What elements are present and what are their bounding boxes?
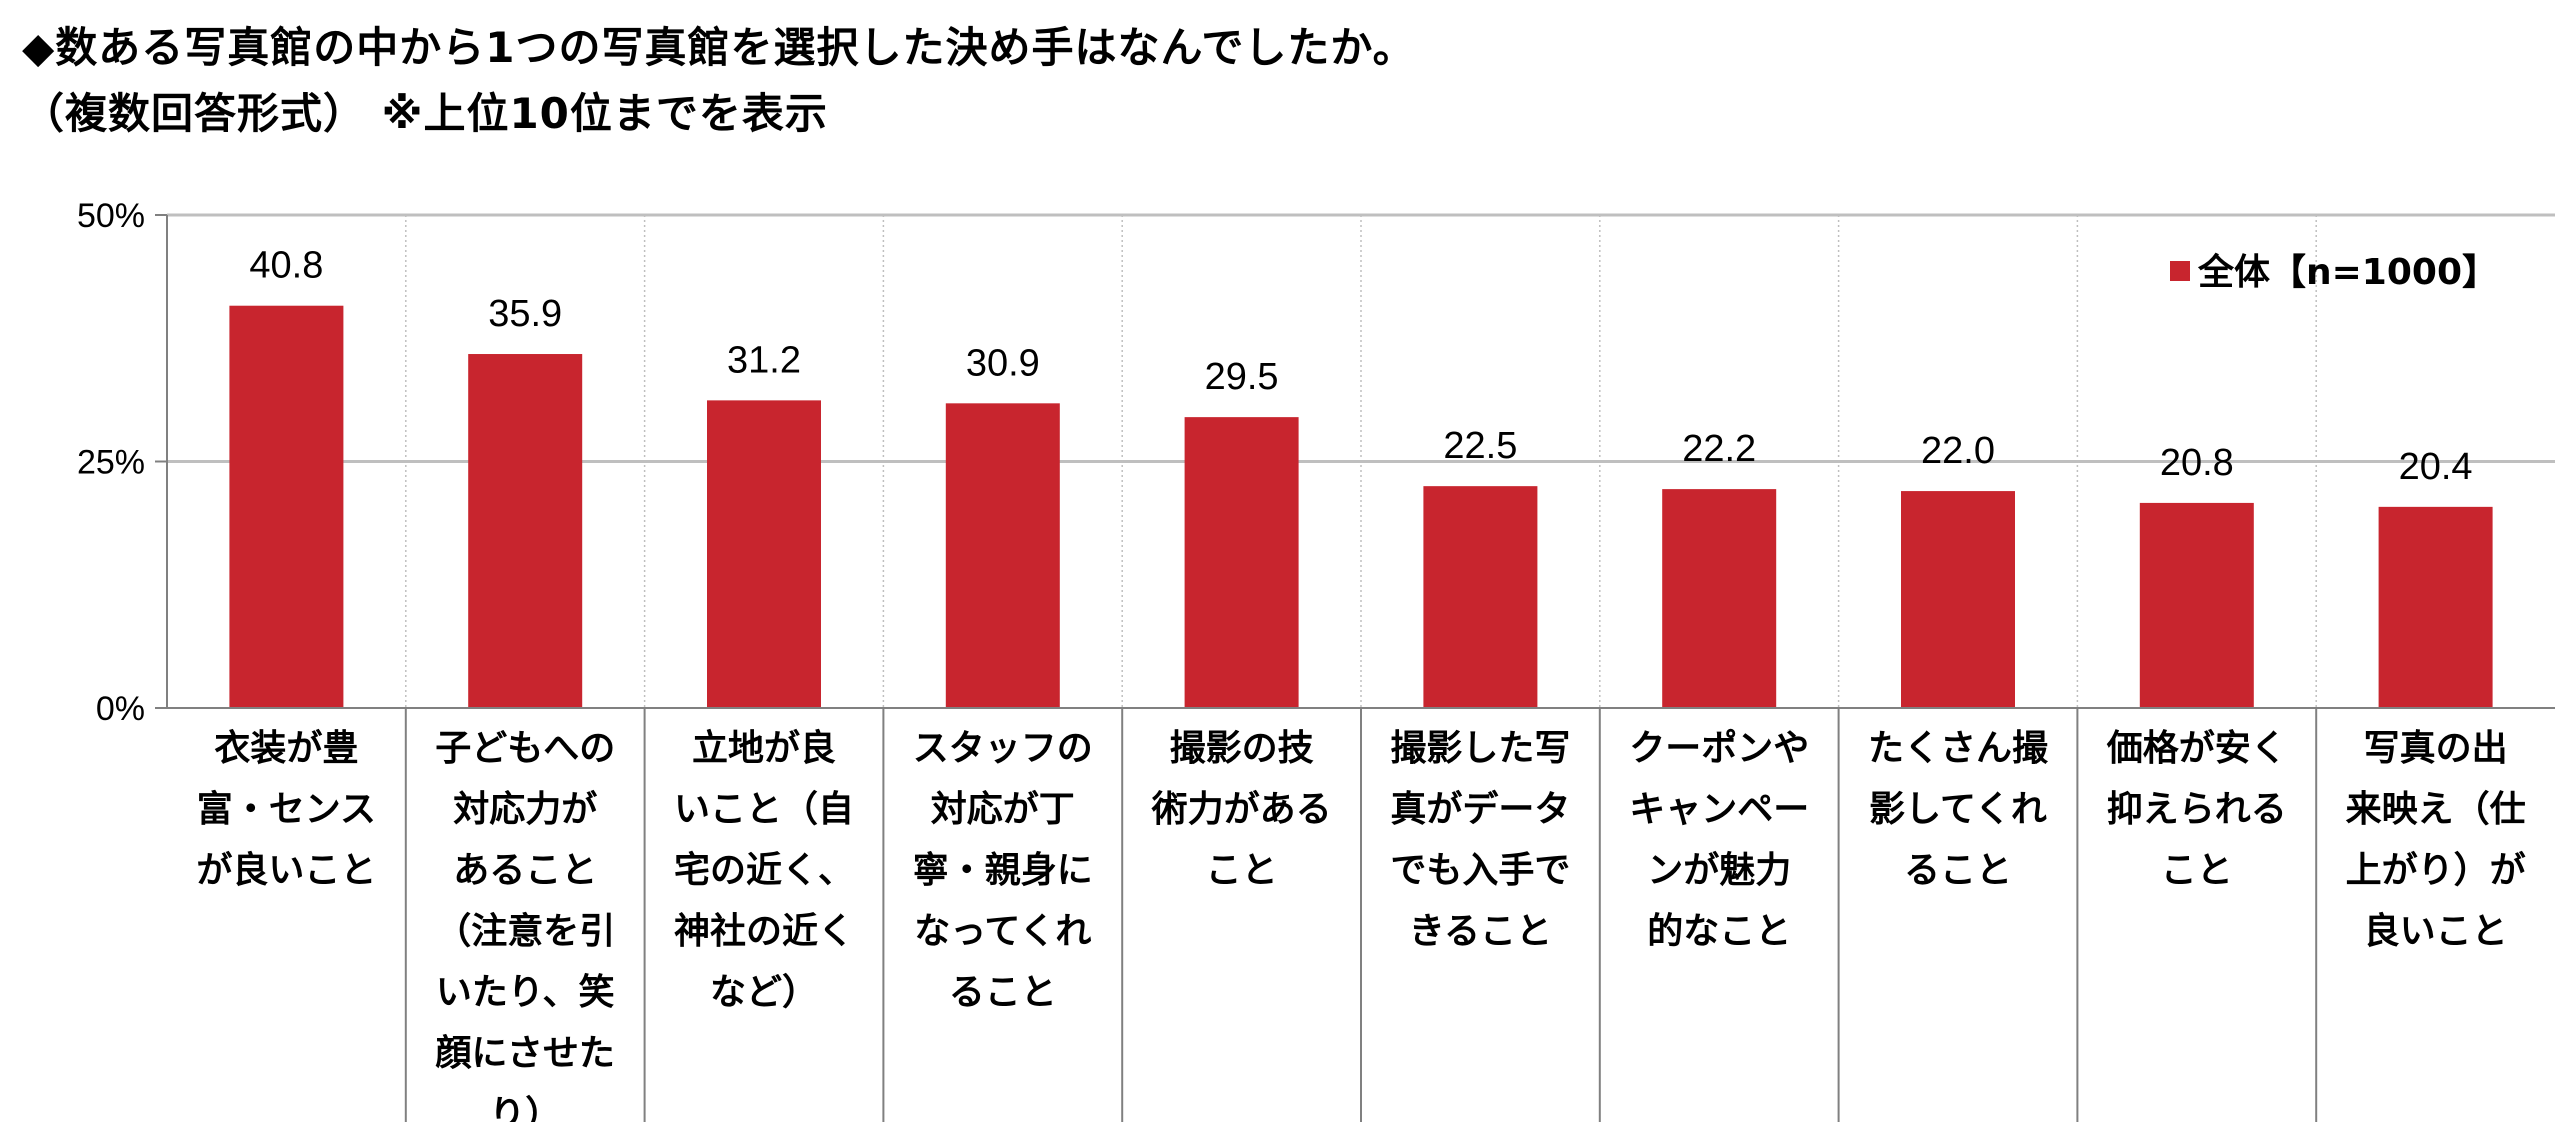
chart-title-line2: （複数回答形式） ※上位10位までを表示	[22, 89, 828, 138]
data-label: 22.2	[1682, 428, 1756, 470]
bar	[1423, 486, 1538, 708]
data-label: 22.5	[1443, 425, 1517, 467]
chart-title-line1: ◆数ある写真館の中から1つの写真館を選択した決め手はなんでしたか。	[22, 23, 1416, 72]
data-label: 22.0	[1921, 430, 1995, 472]
data-label: 20.4	[2399, 446, 2473, 488]
data-label: 40.8	[249, 245, 323, 287]
bar	[1184, 417, 1299, 708]
bar	[945, 403, 1060, 708]
legend-label: 全体【n=1000】	[2197, 251, 2498, 293]
bar	[2378, 506, 2493, 708]
category-label: たくさん撮影してくれること	[1868, 728, 2049, 891]
data-label: 35.9	[488, 293, 562, 335]
bar	[1901, 491, 2015, 708]
category-label: スタッフの対応が丁寧・親身になってくれること	[913, 728, 1093, 1013]
y-tick-label: 25%	[77, 444, 145, 482]
category-label: 撮影した写真がデータでも入手できること	[1390, 728, 1570, 952]
y-tick-label: 50%	[77, 197, 145, 235]
bar	[2139, 502, 2254, 708]
bar	[229, 305, 344, 708]
category-label: 立地が良いこと（自宅の近く、神社の近くなど）	[674, 728, 854, 1013]
legend-swatch	[2170, 261, 2190, 281]
category-label: 写真の出来映え（仕上がり）が良いこと	[2346, 728, 2526, 952]
data-label: 30.9	[966, 342, 1040, 384]
data-label: 20.8	[2160, 442, 2234, 484]
bar	[468, 354, 583, 708]
data-label: 31.2	[727, 339, 801, 381]
category-label: 撮影の技術力があること	[1151, 728, 1332, 891]
category-label: 子どもへの対応力があること（注意を引いたり、笑顔にさせたり）	[435, 728, 615, 1122]
y-tick-label: 0%	[96, 690, 145, 728]
bar	[1662, 489, 1777, 708]
category-label: 衣装が豊富・センスが良いこと	[196, 728, 376, 891]
category-label: 価格が安く抑えられること	[2106, 728, 2287, 891]
data-label: 29.5	[1205, 356, 1279, 398]
category-label: クーポンやキャンペーンが魅力的なこと	[1629, 727, 1809, 952]
bar	[707, 400, 821, 708]
